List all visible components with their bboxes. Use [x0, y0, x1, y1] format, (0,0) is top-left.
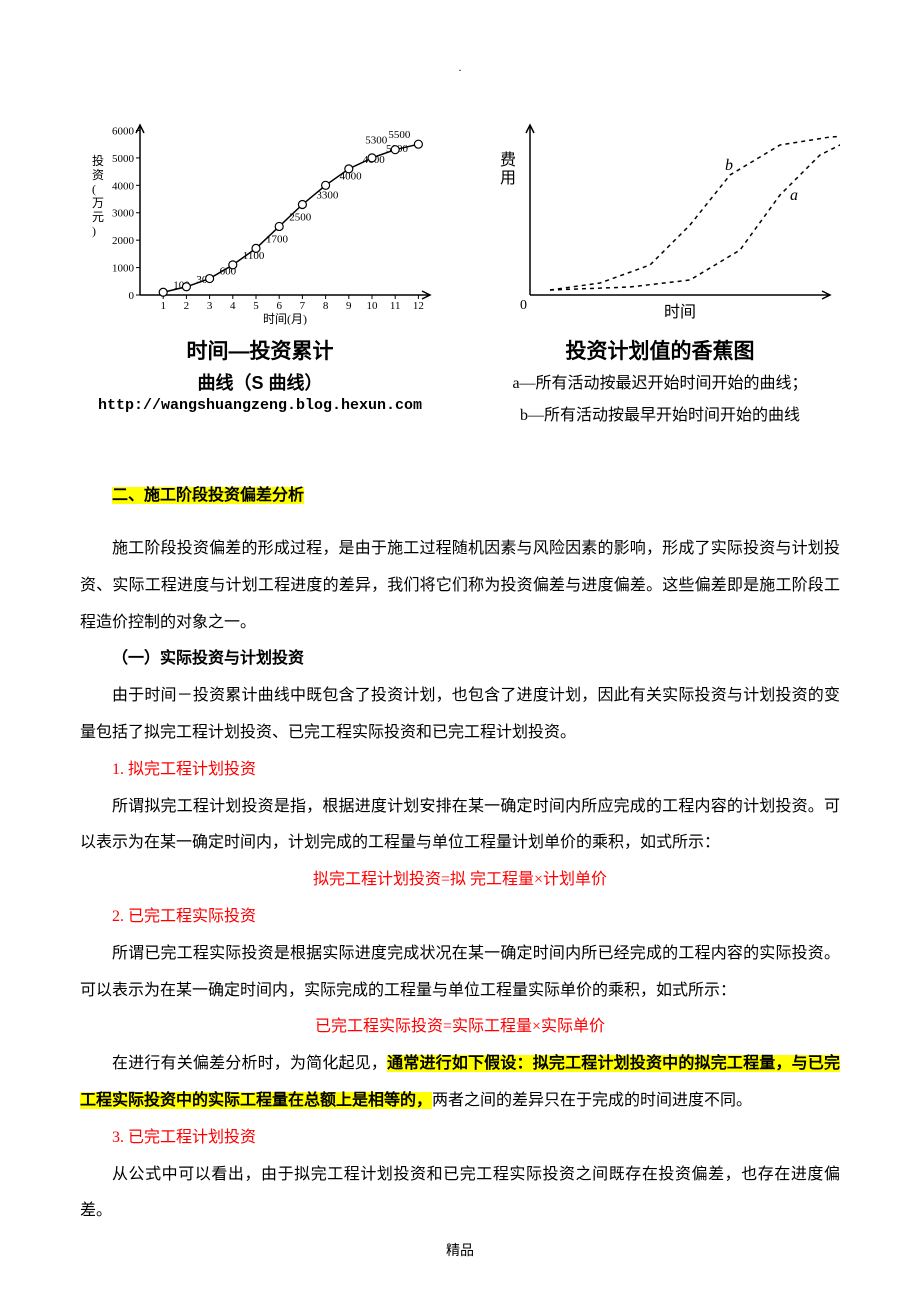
svg-text:2500: 2500 — [289, 211, 312, 223]
svg-text:3000: 3000 — [112, 208, 135, 220]
svg-text:2000: 2000 — [112, 235, 135, 247]
svg-text:8: 8 — [323, 300, 329, 312]
formula-2: 已完工程实际投资=实际工程量×实际单价 — [80, 1009, 840, 1046]
p5-a: 在进行有关偏差分析时，为简化起见， — [112, 1055, 387, 1072]
charts-row: 0100020003000400050006000123456789101112… — [80, 115, 840, 428]
paragraph-6: 从公式中可以看出，由于拟完工程计划投资和已完工程实际投资之间既存在投资偏差，也存… — [80, 1157, 840, 1231]
paragraph-2: 由于时间－投资累计曲线中既包含了投资计划，也包含了进度计划，因此有关实际投资与计… — [80, 678, 840, 752]
section-2-heading: 二、施工阶段投资偏差分析 — [80, 478, 840, 515]
svg-text:1: 1 — [160, 300, 166, 312]
svg-text:4000: 4000 — [112, 180, 135, 192]
svg-text:3: 3 — [207, 300, 213, 312]
item-1: 1. 拟完工程计划投资 — [80, 752, 840, 789]
svg-text:时间(月): 时间(月) — [263, 312, 307, 325]
svg-text:0: 0 — [520, 298, 527, 313]
svg-text:元: 元 — [92, 210, 104, 224]
svg-text:12: 12 — [413, 300, 424, 312]
svg-text:资: 资 — [92, 168, 104, 182]
svg-text:10: 10 — [367, 300, 379, 312]
svg-text:9: 9 — [346, 300, 352, 312]
svg-text:5300: 5300 — [365, 135, 388, 147]
svg-text:用: 用 — [500, 170, 516, 187]
svg-text:a: a — [790, 187, 798, 204]
svg-text:7: 7 — [300, 300, 306, 312]
svg-text:6: 6 — [276, 300, 282, 312]
item-3: 3. 已完工程计划投资 — [80, 1120, 840, 1157]
svg-text:2: 2 — [184, 300, 190, 312]
svg-text:1000: 1000 — [112, 263, 135, 275]
s-curve-chart: 0100020003000400050006000123456789101112… — [80, 115, 440, 325]
svg-text:费: 费 — [500, 151, 516, 169]
section-2-heading-text: 二、施工阶段投资偏差分析 — [112, 487, 304, 504]
svg-text:(: ( — [92, 182, 96, 196]
subsection-1: （一）实际投资与计划投资 — [80, 641, 840, 678]
svg-text:5000: 5000 — [112, 153, 135, 165]
svg-text:5: 5 — [253, 300, 259, 312]
page-footer: 精品 — [80, 1240, 840, 1260]
p5-b: 两者之间的差异只在于完成的时间进度不同。 — [432, 1092, 752, 1109]
paragraph-4: 所谓已完工程实际投资是根据实际进度完成状况在某一确定时间内所已经完成的工程内容的… — [80, 936, 840, 1010]
svg-text:投: 投 — [92, 153, 104, 168]
paragraph-3: 所谓拟完工程计划投资是指，根据进度计划安排在某一确定时间内所应完成的工程内容的计… — [80, 789, 840, 863]
svg-text:4: 4 — [230, 300, 236, 312]
chart-1-block: 0100020003000400050006000123456789101112… — [80, 115, 440, 414]
svg-text:6000: 6000 — [112, 125, 135, 137]
chart-2-block: 0 费用时间 b a 投资计划值的香蕉图 a—所有活动按最迟开始时间开始的曲线； b—… — [480, 115, 840, 428]
paragraph-1: 施工阶段投资偏差的形成过程，是由于施工过程随机因素与风险因素的影响，形成了实际投… — [80, 531, 840, 641]
svg-text:时间: 时间 — [664, 303, 696, 321]
svg-text:11: 11 — [390, 300, 401, 312]
item-2: 2. 已完工程实际投资 — [80, 899, 840, 936]
chart2-legend-b: b—所有活动按最早开始时间开始的曲线 — [520, 403, 800, 429]
svg-text:b: b — [725, 157, 733, 174]
svg-text:5500: 5500 — [388, 129, 411, 141]
svg-text:1700: 1700 — [266, 233, 289, 245]
decor-dot: . — [80, 60, 840, 75]
chart2-title: 投资计划值的香蕉图 — [566, 335, 755, 365]
spacer — [80, 515, 840, 531]
formula-1: 拟完工程计划投资=拟 完工程量×计划单价 — [80, 862, 840, 899]
banana-chart: 0 费用时间 b a — [480, 115, 840, 325]
svg-text:万: 万 — [92, 196, 104, 210]
chart2-legend-a: a—所有活动按最迟开始时间开始的曲线； — [512, 371, 807, 397]
chart1-title-line2: 曲线（S 曲线） — [197, 369, 322, 395]
svg-text:0: 0 — [129, 290, 135, 302]
svg-text:): ) — [92, 224, 96, 238]
svg-text:3300: 3300 — [316, 190, 339, 202]
chart1-url: http://wangshuangzeng.blog.hexun.com — [98, 397, 422, 414]
paragraph-5: 在进行有关偏差分析时，为简化起见，通常进行如下假设：拟完工程计划投资中的拟完工程… — [80, 1046, 840, 1120]
chart1-title-line1: 时间—投资累计 — [187, 335, 334, 365]
